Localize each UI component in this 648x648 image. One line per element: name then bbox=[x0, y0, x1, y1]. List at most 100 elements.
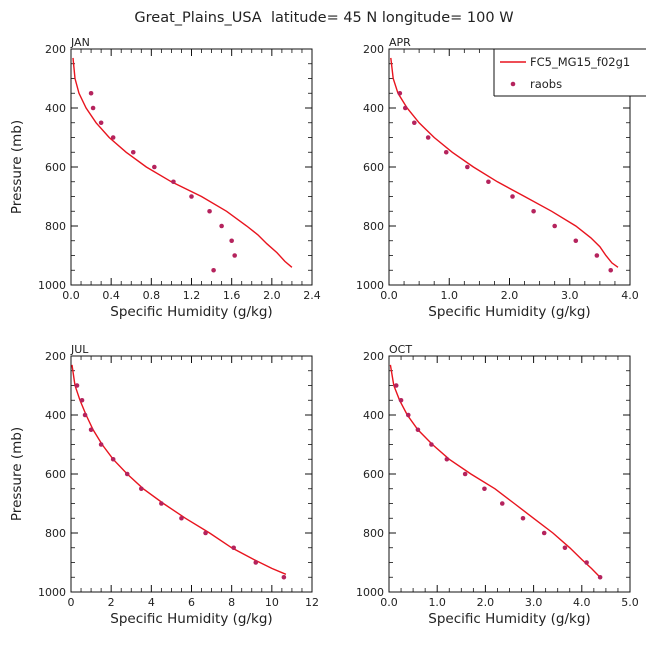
x-tick-label: 10 bbox=[265, 596, 279, 609]
raobs-point bbox=[486, 179, 491, 185]
y-axis-label: Pressure (mb) bbox=[9, 120, 25, 214]
raobs-point bbox=[425, 135, 431, 140]
x-tick-label: 1.2 bbox=[183, 289, 201, 302]
raobs-point bbox=[110, 135, 116, 140]
raobs-point bbox=[465, 164, 470, 170]
x-tick-label: 1.0 bbox=[441, 289, 459, 302]
y-tick-label: 800 bbox=[363, 527, 384, 540]
legend-model-label: FC5_MG15_f02g1 bbox=[530, 55, 630, 69]
raobs-point bbox=[397, 90, 403, 96]
raobs-point bbox=[520, 515, 526, 521]
x-tick-label: 12 bbox=[305, 596, 319, 609]
raobs-point bbox=[510, 194, 515, 199]
raobs-point bbox=[402, 105, 408, 111]
x-tick-label: 4.0 bbox=[573, 596, 591, 609]
panel-title: OCT bbox=[389, 343, 412, 356]
y-tick-label: 600 bbox=[45, 468, 66, 481]
raobs-point bbox=[412, 120, 417, 126]
x-tick-label: 1.0 bbox=[428, 596, 446, 609]
y-tick-label: 400 bbox=[363, 409, 384, 422]
raobs-point bbox=[541, 530, 547, 536]
y-tick-label: 800 bbox=[45, 527, 66, 540]
legend: FC5_MG15_f02g1 raobs bbox=[493, 48, 648, 97]
y-tick-label: 200 bbox=[45, 350, 66, 363]
raobs-point bbox=[207, 208, 212, 214]
x-tick-label: 5.0 bbox=[621, 596, 639, 609]
x-tick-label: 4.0 bbox=[621, 289, 639, 302]
raobs-point bbox=[393, 383, 399, 388]
raobs-point bbox=[124, 471, 130, 477]
panel-title: JAN bbox=[70, 36, 90, 49]
raobs-point bbox=[398, 397, 404, 403]
y-tick-label: 1000 bbox=[356, 586, 384, 599]
raobs-point bbox=[281, 574, 287, 580]
raobs-point bbox=[138, 486, 144, 492]
panel-title: APR bbox=[389, 36, 411, 49]
raobs-point bbox=[232, 253, 237, 258]
x-tick-label: 6 bbox=[188, 596, 195, 609]
y-axis-label: Pressure (mb) bbox=[9, 427, 25, 521]
panel-0: JAN 0.0 0.4 0.8 1.2 1.6 2.0 2.4 200 400 600 800 1000… bbox=[9, 36, 321, 320]
x-tick-label: 2.0 bbox=[477, 596, 495, 609]
raobs-point bbox=[415, 427, 421, 433]
x-tick-label: 4 bbox=[148, 596, 155, 609]
raobs-point bbox=[584, 560, 589, 565]
raobs-point bbox=[110, 456, 116, 462]
raobs-point bbox=[159, 501, 164, 506]
model-profile-line bbox=[389, 364, 601, 578]
panel-3: OCT 0.0 1.0 2.0 3.0 4.0 5.0 200 400 600 800 1000 Spe… bbox=[356, 343, 639, 627]
model-profile-line bbox=[390, 57, 619, 268]
x-tick-label: 0 bbox=[68, 596, 75, 609]
raobs-point bbox=[179, 515, 184, 521]
legend-obs-swatch bbox=[510, 81, 516, 87]
plot-frame bbox=[70, 48, 313, 286]
y-tick-label: 200 bbox=[363, 350, 384, 363]
x-tick-label: 2.4 bbox=[303, 289, 321, 302]
raobs-point bbox=[130, 149, 136, 155]
model-profile-line bbox=[71, 364, 287, 575]
raobs-point bbox=[98, 120, 104, 126]
y-tick-label: 600 bbox=[45, 161, 66, 174]
raobs-point bbox=[203, 530, 208, 536]
raobs-point bbox=[82, 412, 88, 418]
x-tick-label: 0.0 bbox=[62, 289, 80, 302]
raobs-point bbox=[90, 105, 96, 111]
plot-frame bbox=[388, 355, 631, 593]
x-tick-label: 1.6 bbox=[223, 289, 241, 302]
raobs-point bbox=[253, 560, 259, 565]
x-tick-label: 2.0 bbox=[263, 289, 281, 302]
panel-2: JUL 0 2 4 6 8 10 12 200 400 600 800 1000 Specific Hum… bbox=[9, 343, 319, 627]
raobs-point bbox=[562, 545, 568, 551]
raobs-point bbox=[231, 545, 236, 551]
x-tick-label: 0.0 bbox=[380, 289, 398, 302]
y-tick-label: 600 bbox=[363, 161, 384, 174]
raobs-point bbox=[211, 267, 216, 273]
y-tick-label: 1000 bbox=[38, 279, 66, 292]
x-tick-label: 0.0 bbox=[380, 596, 398, 609]
y-tick-label: 200 bbox=[45, 43, 66, 56]
x-tick-label: 0.8 bbox=[143, 289, 161, 302]
raobs-point bbox=[597, 574, 603, 580]
plot-frame bbox=[70, 355, 313, 593]
raobs-point bbox=[229, 238, 234, 244]
x-tick-label: 0.4 bbox=[102, 289, 120, 302]
x-tick-label: 3.0 bbox=[561, 289, 579, 302]
model-profile-line bbox=[72, 57, 293, 268]
raobs-point bbox=[98, 442, 104, 447]
raobs-point bbox=[219, 223, 224, 229]
x-axis-label: Specific Humidity (g/kg) bbox=[110, 304, 272, 320]
raobs-point bbox=[531, 208, 536, 214]
x-tick-label: 3.0 bbox=[525, 596, 543, 609]
raobs-point bbox=[608, 267, 614, 273]
x-axis-label: Specific Humidity (g/kg) bbox=[110, 611, 272, 627]
raobs-point bbox=[74, 383, 80, 388]
x-axis-label: Specific Humidity (g/kg) bbox=[428, 304, 590, 320]
raobs-point bbox=[171, 179, 176, 185]
raobs-point bbox=[594, 253, 600, 258]
figure-title: Great_Plains_USA latitude= 45 N longitud… bbox=[134, 10, 513, 26]
raobs-point bbox=[462, 471, 468, 477]
y-tick-label: 1000 bbox=[356, 279, 384, 292]
raobs-point bbox=[429, 442, 434, 447]
